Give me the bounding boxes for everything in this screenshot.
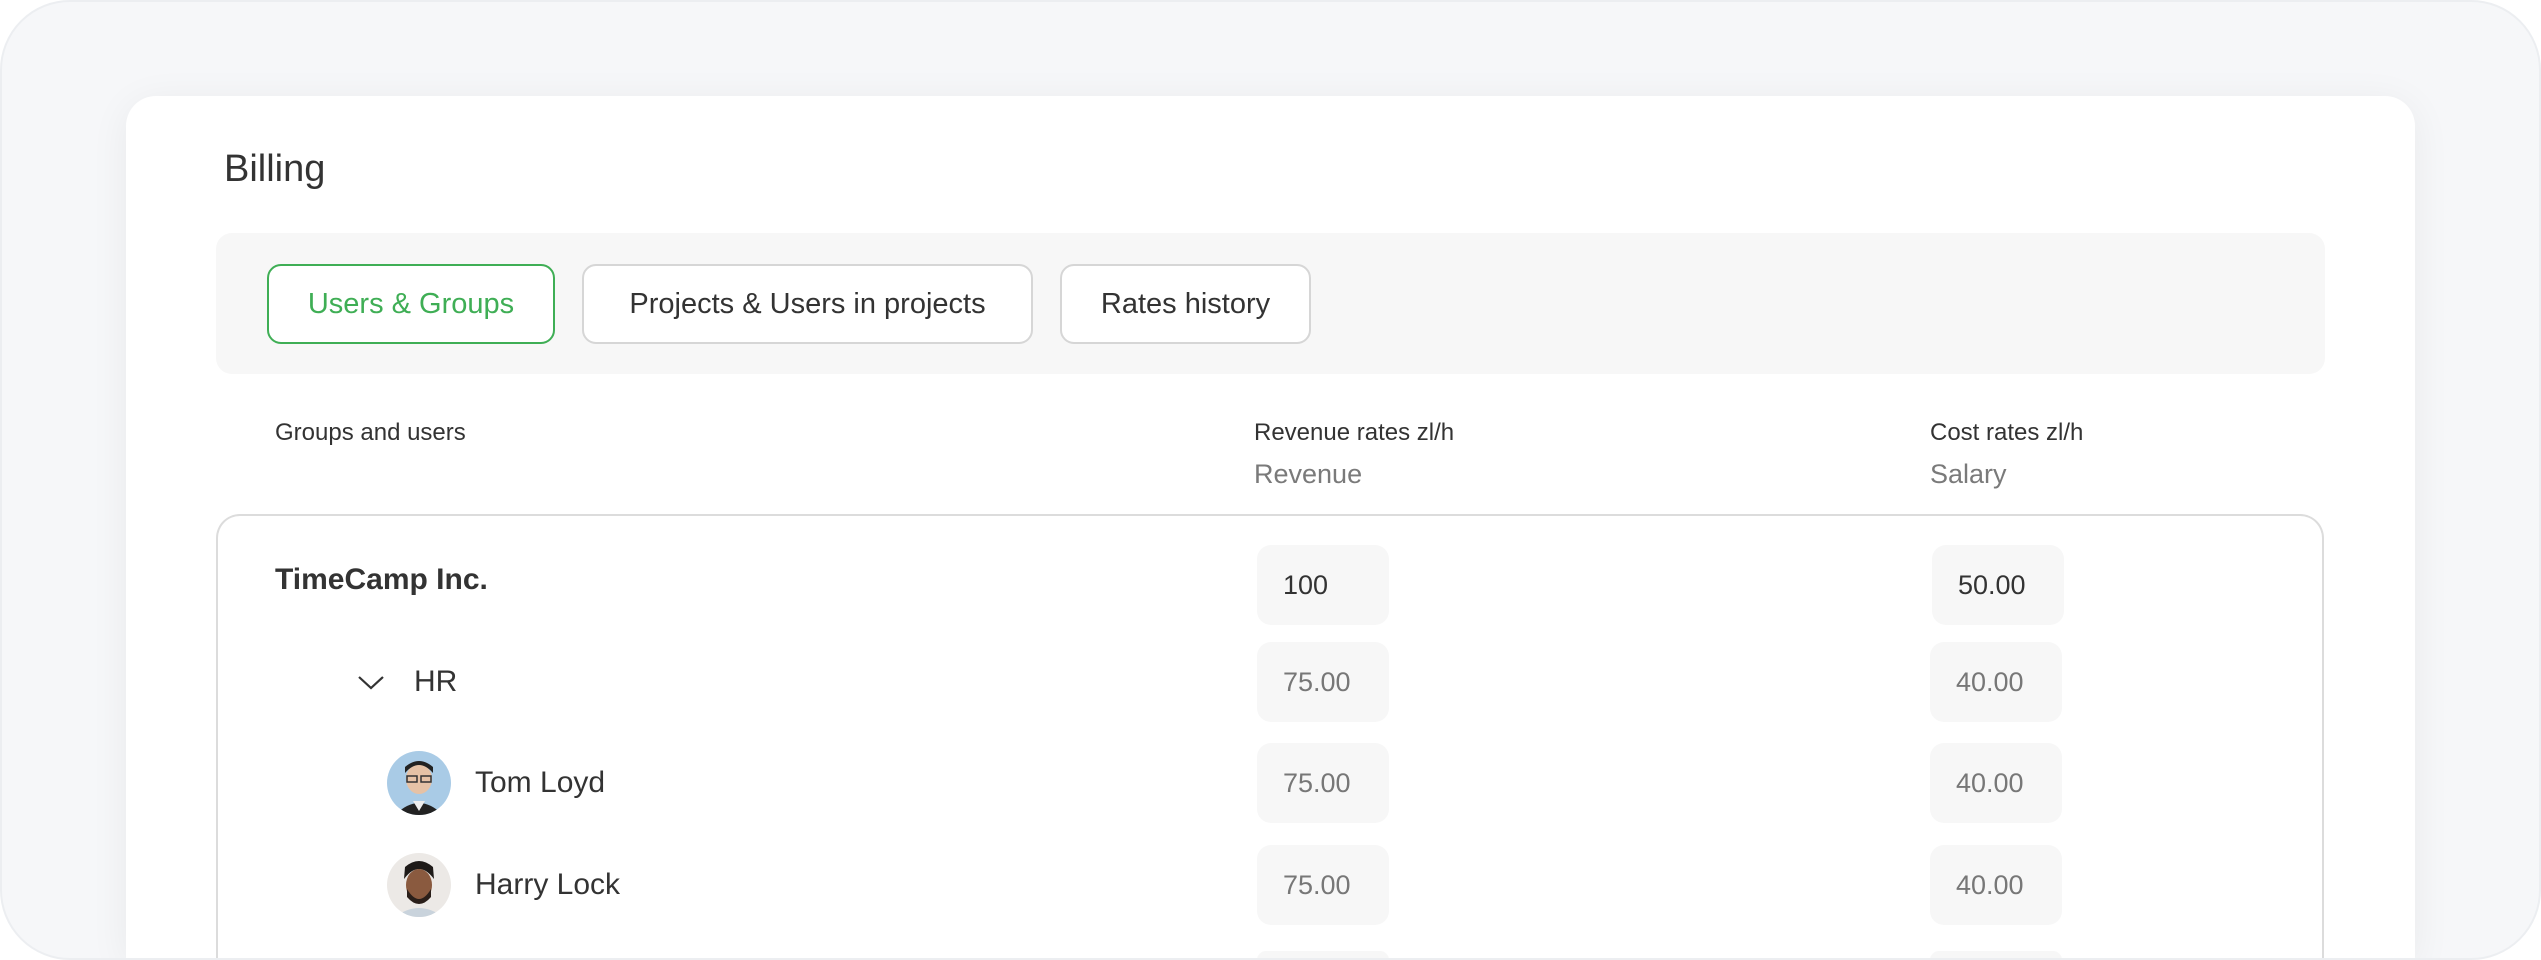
- tab-rates-history[interactable]: Rates history: [1060, 264, 1311, 344]
- row-label-hr: HR: [414, 665, 458, 698]
- revenue-input-tom[interactable]: 75.00: [1257, 743, 1389, 823]
- column-header-revenue: Revenue rates zl/h: [1254, 419, 1455, 446]
- billing-card: Billing Users & Groups Projects & Users …: [126, 96, 2415, 958]
- row-label-company: TimeCamp Inc.: [275, 563, 488, 596]
- row-group-hr[interactable]: HR: [356, 662, 457, 702]
- tab-bar: Users & Groups Projects & Users in proje…: [216, 233, 2325, 374]
- tab-users-groups[interactable]: Users & Groups: [267, 264, 555, 344]
- column-header-cost: Cost rates zl/h: [1930, 419, 2084, 446]
- column-subheader-revenue: Revenue: [1254, 459, 1363, 489]
- row-user-tom: Tom Loyd: [387, 751, 605, 815]
- chevron-down-icon[interactable]: [356, 672, 386, 692]
- revenue-input-hr[interactable]: 75.00: [1257, 642, 1389, 722]
- column-header-groups: Groups and users: [275, 419, 466, 446]
- avatar: [387, 853, 451, 917]
- revenue-input-next[interactable]: [1257, 951, 1389, 958]
- page-title: Billing: [224, 148, 326, 190]
- row-label-tom: Tom Loyd: [475, 766, 606, 799]
- cost-input-company[interactable]: 50.00: [1932, 545, 2064, 625]
- cost-input-hr[interactable]: 40.00: [1930, 642, 2062, 722]
- cost-input-tom[interactable]: 40.00: [1930, 743, 2062, 823]
- row-label-harry: Harry Lock: [475, 868, 621, 901]
- column-subheader-cost: Salary: [1930, 459, 2007, 489]
- rates-table: [216, 514, 2324, 958]
- revenue-input-harry[interactable]: 75.00: [1257, 845, 1389, 925]
- avatar: [387, 751, 451, 815]
- cost-input-next[interactable]: [1930, 951, 2062, 958]
- row-user-harry: Harry Lock: [387, 853, 620, 917]
- cost-input-harry[interactable]: 40.00: [1930, 845, 2062, 925]
- revenue-input-company[interactable]: 100: [1257, 545, 1389, 625]
- tab-projects-users[interactable]: Projects & Users in projects: [582, 264, 1033, 344]
